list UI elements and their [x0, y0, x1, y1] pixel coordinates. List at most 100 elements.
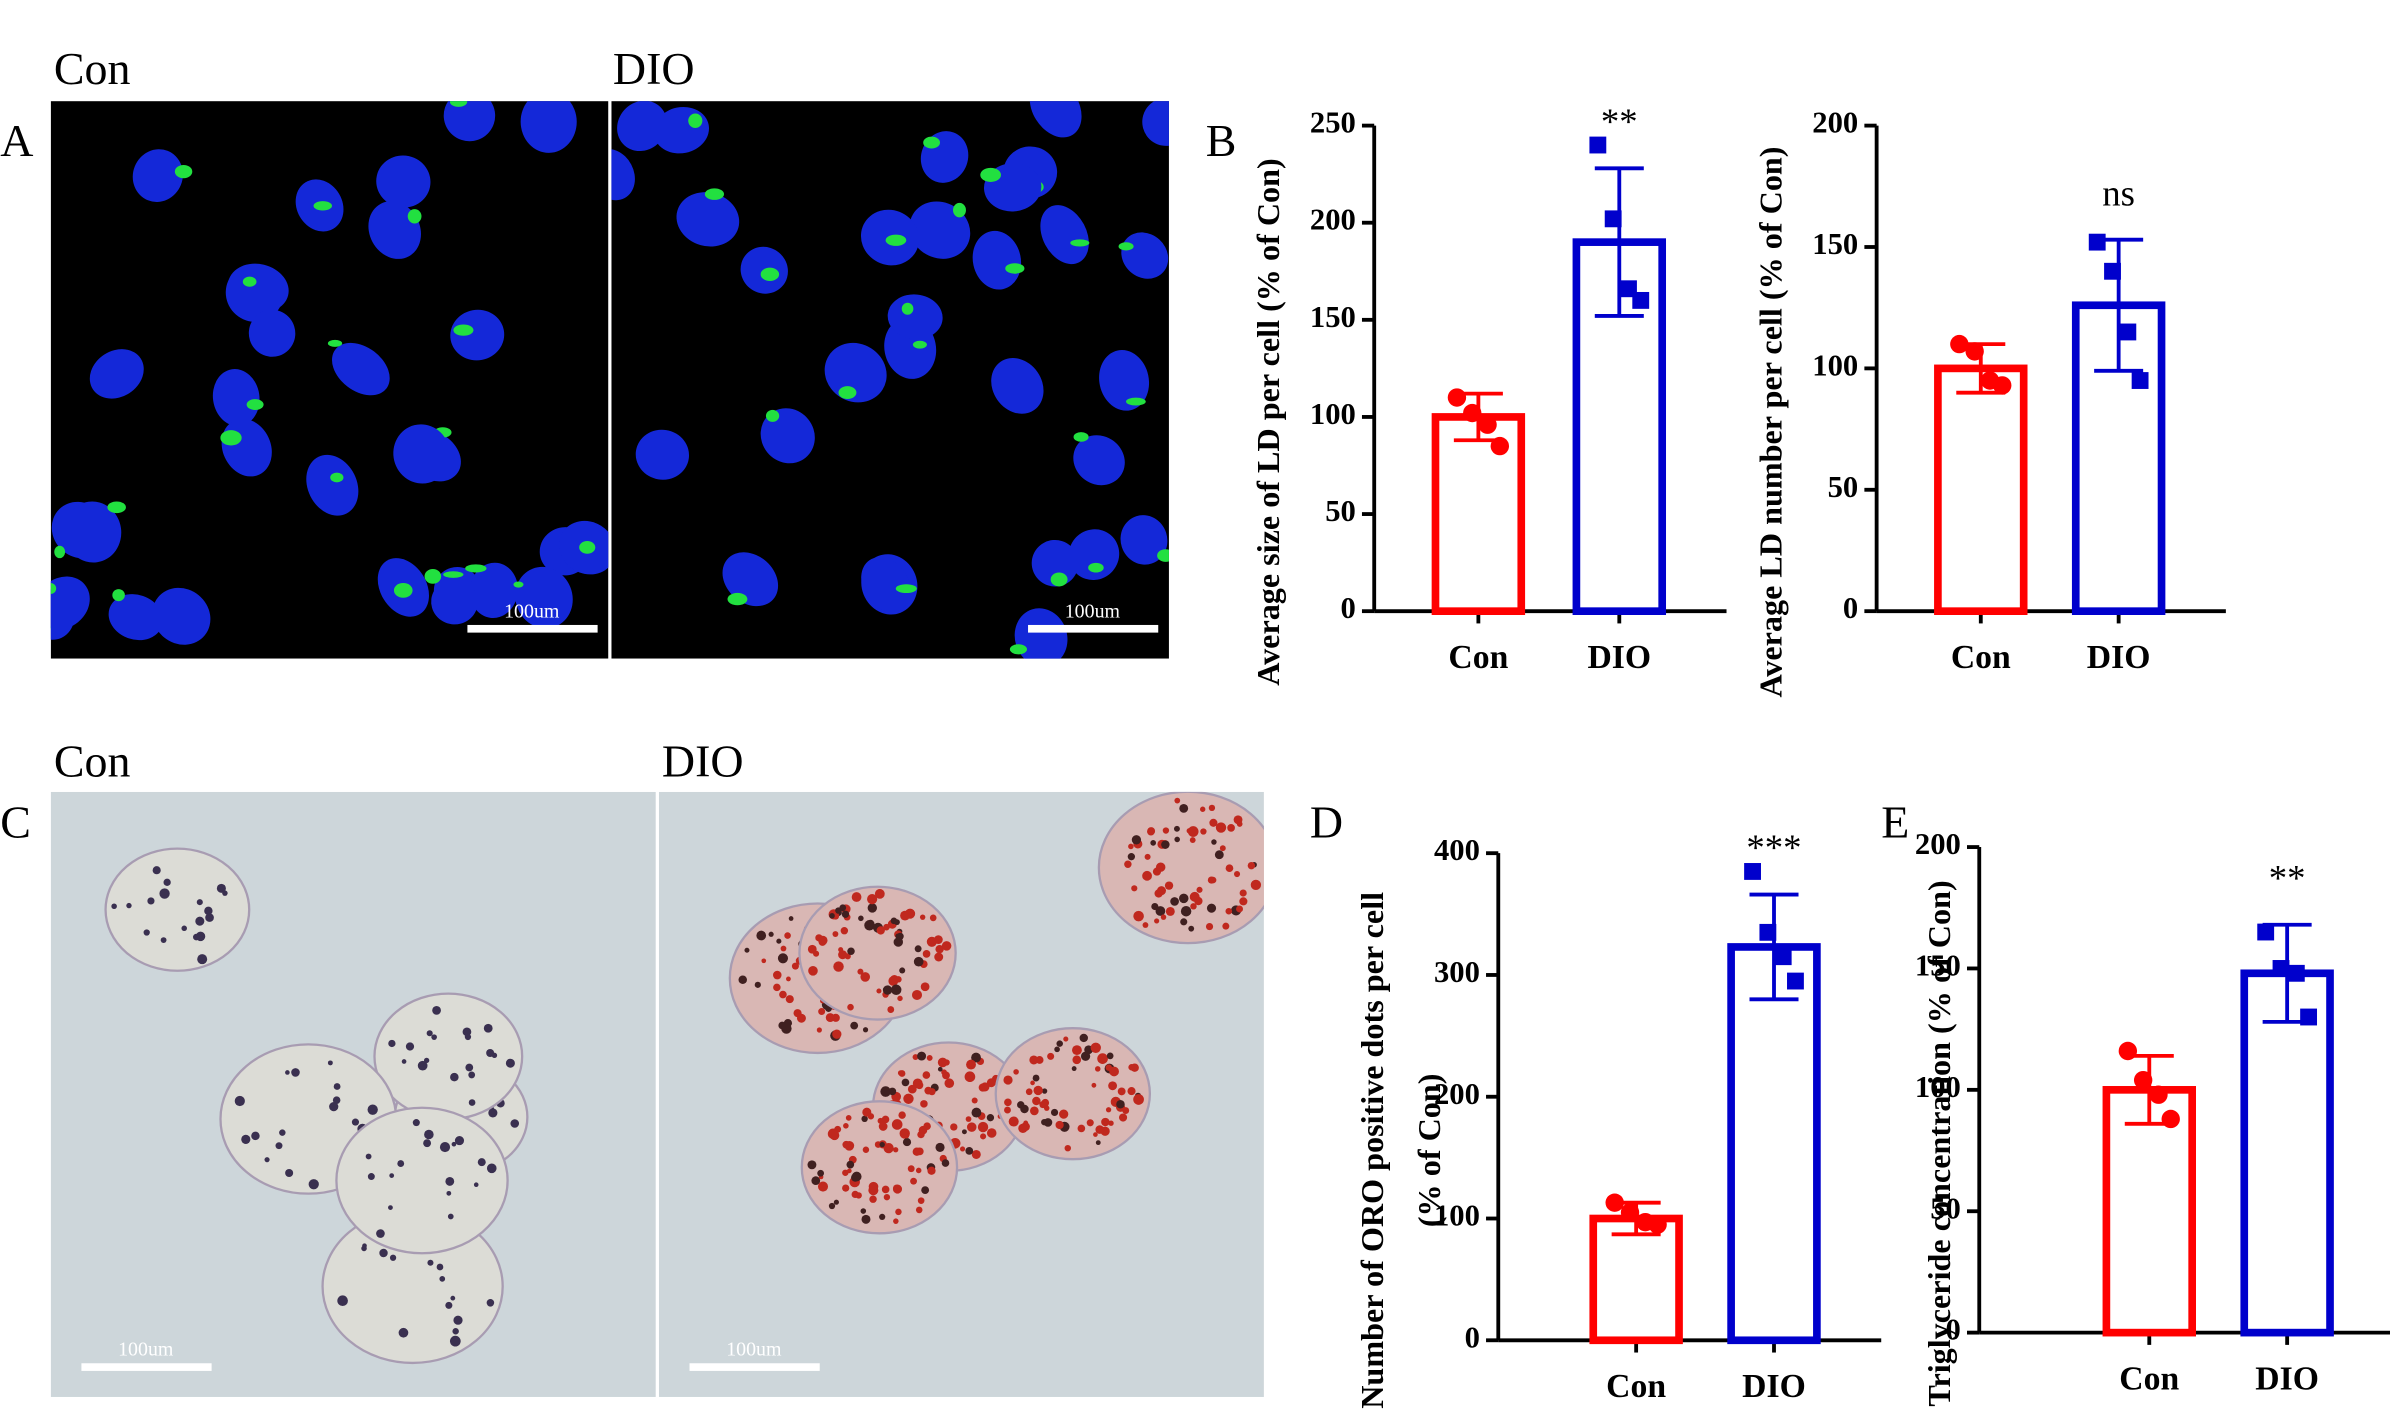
oro-dot [937, 1066, 943, 1072]
data-point [1950, 334, 1969, 354]
nucleus [225, 264, 284, 322]
oro-dot [851, 1173, 860, 1182]
data-point [2088, 233, 2106, 251]
oro-dot [426, 1030, 433, 1037]
oro-dot [1122, 1107, 1130, 1114]
oro-dot [264, 1157, 270, 1163]
oro-dot [917, 1197, 925, 1204]
nucleus [450, 309, 505, 361]
oro-dot [986, 1128, 997, 1138]
oro-dot [376, 1229, 385, 1238]
oro-dot [1133, 1094, 1144, 1105]
oro-dot [1032, 1096, 1041, 1106]
oro-dot [126, 902, 132, 909]
oro-dot [1128, 1063, 1135, 1071]
oro-dot [397, 1160, 405, 1167]
cell [373, 992, 524, 1121]
lipid-droplet [765, 409, 780, 422]
oro-dot [893, 937, 903, 947]
oro-dot [439, 1275, 446, 1282]
data-point [1759, 923, 1777, 941]
oro-dot [1164, 881, 1174, 890]
oro-dot [920, 1100, 928, 1108]
oro-dot [483, 1023, 493, 1033]
oro-dot [816, 1027, 822, 1033]
oro-dot [847, 1003, 854, 1011]
oro-dot [897, 995, 903, 1002]
nucleus [1142, 101, 1169, 146]
oro-dot [1108, 1081, 1118, 1091]
y-tick-label: 50 [1930, 1191, 1961, 1225]
y-tick-label: 200 [1812, 106, 1858, 140]
oro-dot [965, 1116, 972, 1122]
oro-dot [827, 1128, 839, 1140]
scale-bar-label: 100um [726, 1339, 782, 1361]
data-point [1993, 376, 2012, 395]
oro-dot [828, 1202, 836, 1210]
lipid-droplet [838, 386, 857, 400]
lipid-droplet [242, 276, 257, 287]
oro-dot [964, 1071, 976, 1083]
oro-dot [333, 1083, 341, 1090]
oro-dot [152, 866, 161, 875]
oro-dot [890, 974, 899, 984]
oro-dot [807, 1160, 817, 1170]
oro-dot [143, 929, 150, 936]
lipid-droplet [760, 267, 780, 281]
data-point [2300, 1008, 2318, 1026]
y-axis-label: (% of Con) [1411, 1074, 1447, 1228]
image-label: Con [54, 43, 131, 94]
oro-dot [1154, 918, 1160, 924]
lipid-droplet [1157, 549, 1169, 562]
oro-dot [401, 1059, 407, 1064]
oro-dot [379, 1248, 388, 1258]
oro-dot [1131, 885, 1138, 892]
y-tick-label: 100 [1915, 1070, 1961, 1104]
y-tick-label: 0 [1341, 591, 1356, 625]
oro-dot [929, 914, 937, 922]
lipid-droplet [704, 188, 725, 200]
oro-dot [942, 1071, 950, 1080]
micrograph [50, 101, 609, 659]
lipid-droplet [727, 592, 748, 606]
oro-dot [868, 1185, 879, 1196]
data-point [1632, 291, 1650, 309]
oro-dot [1097, 1053, 1108, 1064]
oro-dot [160, 937, 167, 943]
oro-dot [880, 1086, 891, 1097]
nucleus [1031, 539, 1079, 587]
oro-dot [351, 1118, 360, 1126]
y-tick-label: 100 [1812, 348, 1858, 382]
x-tick-label: DIO [1742, 1368, 1806, 1405]
lipid-droplet [453, 324, 474, 336]
oro-dot [205, 913, 214, 922]
oro-dot [424, 1129, 434, 1140]
oro-dot [1072, 1045, 1082, 1056]
lipid-droplet [330, 472, 344, 483]
data-point [1744, 863, 1761, 880]
oro-dot [902, 1138, 912, 1147]
oro-dot [858, 915, 864, 922]
data-point [2287, 964, 2305, 982]
oro-dot [1187, 826, 1199, 837]
oro-dot [754, 981, 761, 988]
oro-dot [450, 1295, 456, 1301]
oro-dot [777, 953, 789, 964]
oro-dot [1147, 827, 1156, 835]
oro-dot [934, 952, 944, 962]
oro-dot [1200, 828, 1207, 835]
x-tick-label: DIO [2087, 639, 2151, 676]
oro-dot [436, 1263, 444, 1271]
nucleus [248, 309, 296, 357]
nucleus [520, 101, 577, 153]
oro-dot [1105, 1064, 1113, 1071]
data-point [1447, 388, 1467, 407]
oro-dot [446, 1190, 452, 1196]
oro-dot [817, 1181, 829, 1192]
oro-dot [862, 1107, 872, 1117]
oro-dot [941, 941, 952, 951]
oro-dot [1239, 897, 1248, 906]
oro-dot [915, 1167, 922, 1174]
oro-dot [817, 1169, 825, 1177]
data-point [1787, 972, 1804, 990]
